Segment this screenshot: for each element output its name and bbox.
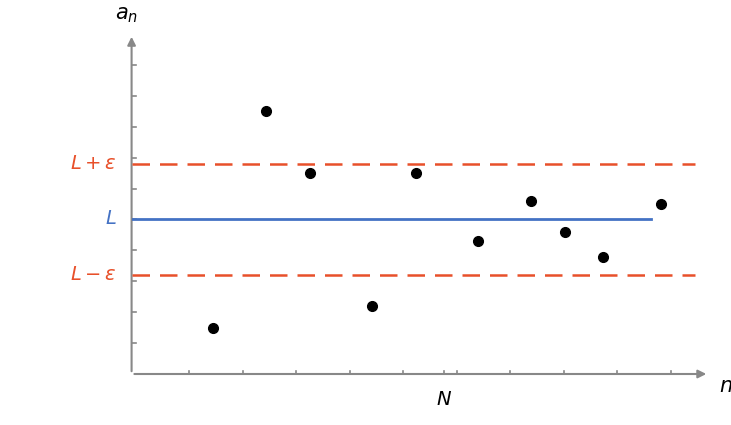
Text: $L$: $L$ <box>105 210 117 229</box>
Text: $L - \varepsilon$: $L - \varepsilon$ <box>70 266 117 284</box>
Text: $n$: $n$ <box>719 377 731 396</box>
Text: $N$: $N$ <box>436 391 452 409</box>
Text: $a_n$: $a_n$ <box>115 5 138 25</box>
Text: $L + \varepsilon$: $L + \varepsilon$ <box>70 155 117 173</box>
